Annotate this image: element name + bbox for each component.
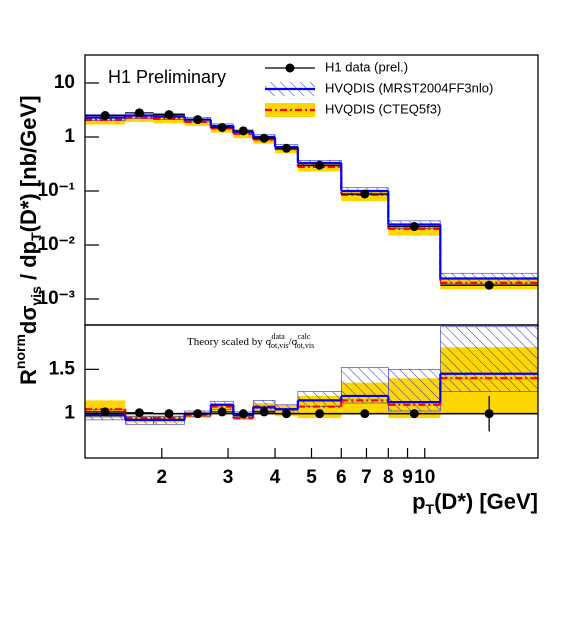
annotation-part: tot,vis: [269, 341, 289, 350]
data-point: [315, 409, 325, 419]
x-tick-label: 9: [402, 467, 413, 488]
data-point: [484, 409, 494, 419]
data-point: [281, 409, 291, 419]
data-point: [238, 126, 248, 136]
x-tick-label: 10: [414, 467, 435, 488]
annotation-part: /: [289, 336, 293, 348]
x-tick-label: 2: [157, 467, 168, 488]
data-point: [193, 409, 203, 419]
annotation: Theory scaled by σdata tot,vis/σcalc tot,v…: [187, 332, 314, 350]
data-point: [259, 133, 269, 143]
legend-label: H1 data (prel.): [325, 59, 408, 74]
data-point: [238, 409, 248, 419]
y-tick-label: 1: [64, 126, 75, 147]
label-part: / dp: [16, 241, 41, 286]
label-part: norm: [12, 334, 28, 369]
label-part: T: [426, 501, 435, 517]
data-point: [360, 409, 370, 419]
data-point: [100, 407, 110, 417]
uncertainty-band: [297, 391, 342, 407]
legend-label: HVQDIS (MRST2004FF3nlo): [325, 80, 493, 95]
data-point: [259, 407, 269, 417]
data-point: [281, 143, 291, 153]
legend-label: HVQDIS (CTEQ5f3): [325, 101, 441, 116]
data-point: [484, 280, 494, 290]
data-point: [193, 115, 203, 125]
y-axis-label: Rnormdσvis / dpT(D*) [nb/GeV]: [12, 95, 44, 385]
y-tick-label: 10⁻³: [38, 288, 76, 309]
label-part: (D*) [GeV]: [434, 489, 538, 514]
data-point: [134, 108, 144, 118]
data-point: [134, 408, 144, 418]
annotation-part: tot,vis: [294, 341, 314, 350]
x-tick-label: 7: [361, 467, 372, 488]
label-part: vis: [28, 286, 44, 306]
annotation-part: calc: [298, 332, 311, 341]
y-tick-label: 10⁻¹: [38, 180, 76, 201]
annotation-part: data: [271, 332, 285, 341]
data-point: [409, 222, 419, 232]
data-point: [164, 110, 174, 120]
plot-area: [85, 326, 538, 432]
uncertainty-band: [440, 326, 538, 392]
data-point: [409, 409, 419, 419]
plot-area: [85, 108, 538, 290]
data-point: [360, 189, 370, 199]
data-point: [164, 409, 174, 419]
x-axis-label: pT(D*) [GeV]: [412, 489, 538, 517]
annotation: H1 Preliminary: [108, 67, 226, 87]
annotation-text: Theory scaled by: [187, 336, 266, 348]
x-tick-label: 6: [336, 467, 347, 488]
label-part: R: [16, 369, 41, 385]
label-part: T: [28, 232, 44, 241]
x-tick-label: 8: [383, 467, 394, 488]
data-point: [217, 122, 227, 132]
y-tick-label: 10: [54, 72, 75, 93]
data-point: [315, 160, 325, 170]
y-tick-label: 1: [64, 403, 75, 424]
annotation-part: σ: [266, 336, 272, 348]
data-point: [100, 111, 110, 121]
uncertainty-band: [387, 369, 441, 412]
x-tick-label: 3: [223, 467, 234, 488]
data-point: [217, 407, 227, 417]
uncertainty-band: [340, 367, 389, 404]
y-tick-label: 10⁻²: [38, 234, 76, 255]
annotation-part: σ: [292, 336, 298, 348]
label-part: (D*) [nb/GeV]: [16, 95, 41, 232]
label-part: dσ: [16, 306, 41, 335]
legend-swatch: [285, 63, 295, 73]
y-tick-label: 1.5: [49, 358, 76, 379]
x-tick-label: 4: [270, 467, 281, 488]
label-part: p: [412, 489, 425, 514]
x-tick-label: 5: [306, 467, 317, 488]
